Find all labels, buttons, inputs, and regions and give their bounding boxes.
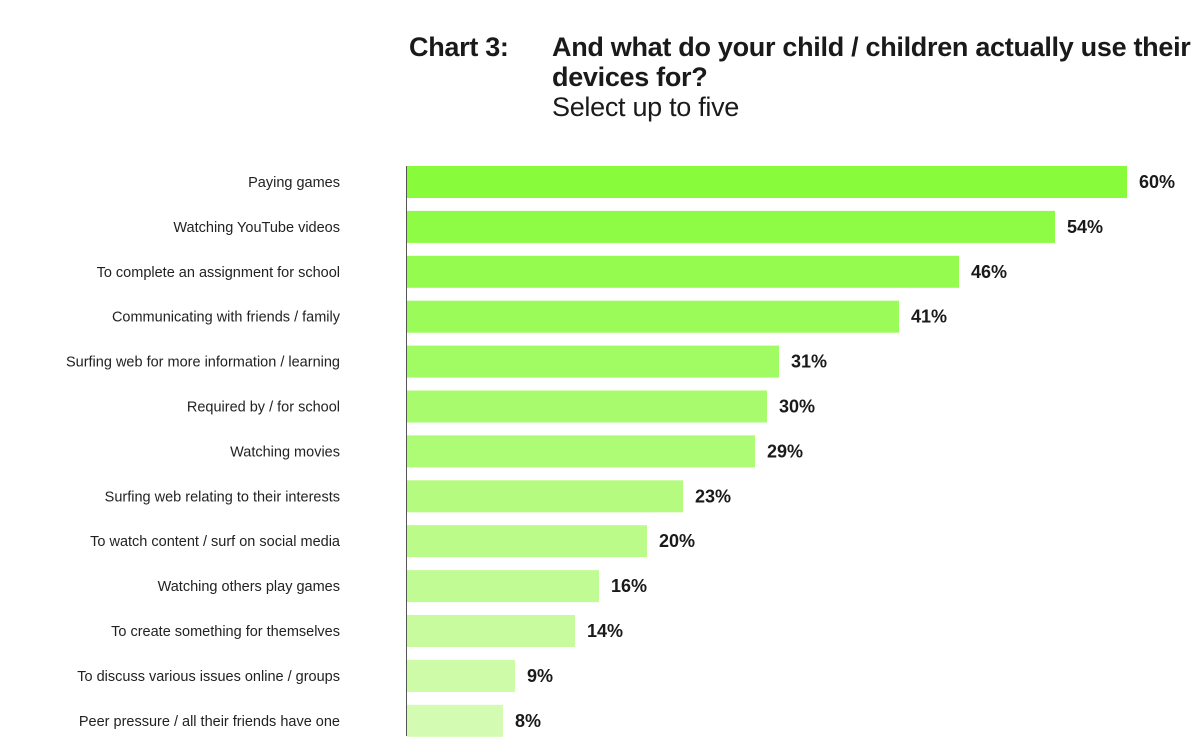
value-label: 20%	[659, 531, 695, 551]
category-label: Paying games	[248, 175, 340, 191]
value-label: 14%	[587, 621, 623, 641]
chart-number-label: Chart 3:	[409, 32, 509, 62]
chart-subtitle: Select up to five	[552, 92, 740, 122]
category-label: Surfing web relating to their interests	[105, 489, 340, 505]
bar	[407, 704, 503, 737]
category-label: Communicating with friends / family	[112, 310, 341, 326]
bar	[407, 659, 515, 692]
bar	[407, 210, 1055, 243]
bar	[407, 255, 959, 288]
bar	[407, 480, 683, 513]
value-label: 8%	[515, 711, 541, 731]
bars-group: Paying games 60% Watching YouTube videos 54…	[66, 166, 1175, 737]
category-label: Watching others play games	[158, 579, 340, 595]
bar	[407, 570, 599, 603]
bar	[407, 525, 647, 558]
value-label: 31%	[791, 352, 827, 372]
value-label: 23%	[695, 486, 731, 506]
category-label: Surfing web for more information / learn…	[66, 355, 340, 371]
category-label: Watching movies	[230, 444, 340, 460]
value-label: 54%	[1067, 217, 1103, 237]
chart-title: And what do your child / children actual…	[552, 32, 1191, 92]
value-label: 16%	[611, 576, 647, 596]
value-label: 46%	[971, 262, 1007, 282]
chart-title-text: And what do your child / children actual…	[552, 32, 1192, 122]
value-label: 29%	[767, 441, 803, 461]
category-label: To watch content / surf on social media	[90, 534, 341, 550]
category-label: To complete an assignment for school	[97, 265, 340, 281]
bar	[407, 435, 755, 468]
bar	[407, 345, 779, 378]
value-label: 41%	[911, 307, 947, 327]
bar	[407, 166, 1127, 198]
category-label: To discuss various issues online / group…	[77, 669, 340, 685]
value-label: 60%	[1139, 172, 1175, 192]
category-label: Required by / for school	[187, 400, 340, 416]
bar	[407, 615, 575, 647]
bar	[407, 390, 767, 423]
value-label: 9%	[527, 666, 553, 686]
category-label: Watching YouTube videos	[173, 220, 340, 236]
category-label: To create something for themselves	[111, 624, 340, 640]
category-label: Peer pressure / all their friends have o…	[79, 714, 340, 730]
bar	[407, 300, 899, 333]
value-label: 30%	[779, 397, 815, 417]
